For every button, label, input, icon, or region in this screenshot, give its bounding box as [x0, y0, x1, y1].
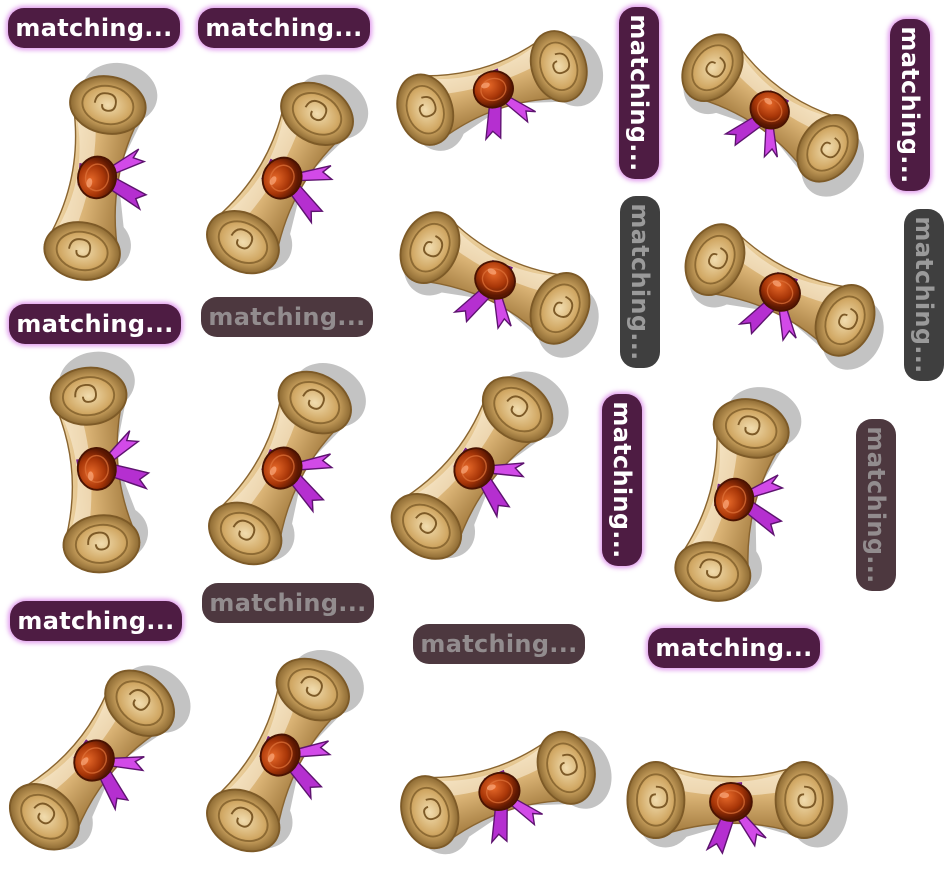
- matching-badge: matching...: [904, 209, 944, 381]
- matching-badge: matching...: [8, 8, 180, 48]
- diploma-scroll-icon: [651, 2, 890, 215]
- diploma-scroll-icon: [176, 341, 384, 596]
- matching-badge: matching...: [856, 419, 896, 591]
- matching-badge: matching...: [202, 583, 374, 623]
- diploma-scroll-icon: [616, 743, 849, 857]
- diploma-scroll-icon: [373, 3, 615, 172]
- matching-badge: matching...: [620, 196, 660, 368]
- matching-badge: matching...: [198, 8, 370, 48]
- matching-badge: matching...: [890, 19, 930, 191]
- matching-badge: matching...: [201, 297, 373, 337]
- diploma-scroll-icon: [657, 193, 904, 386]
- matching-badge: matching...: [9, 304, 181, 344]
- diploma-scroll-icon: [174, 51, 387, 305]
- diploma-scroll-icon: [19, 54, 171, 300]
- diploma-scroll-icon: [647, 375, 816, 625]
- diploma-scroll-icon: [357, 343, 588, 593]
- matching-badge: matching...: [413, 624, 585, 664]
- matching-badge: matching...: [619, 7, 659, 179]
- diploma-scroll-icon: [28, 347, 161, 588]
- diploma-scroll-icon: [174, 628, 382, 883]
- diploma-scroll-icon: [376, 703, 624, 876]
- matching-badge: matching...: [648, 628, 820, 668]
- matching-badge: matching...: [10, 601, 182, 641]
- diploma-scroll-icon: [0, 636, 210, 884]
- matching-badge: matching...: [602, 394, 642, 566]
